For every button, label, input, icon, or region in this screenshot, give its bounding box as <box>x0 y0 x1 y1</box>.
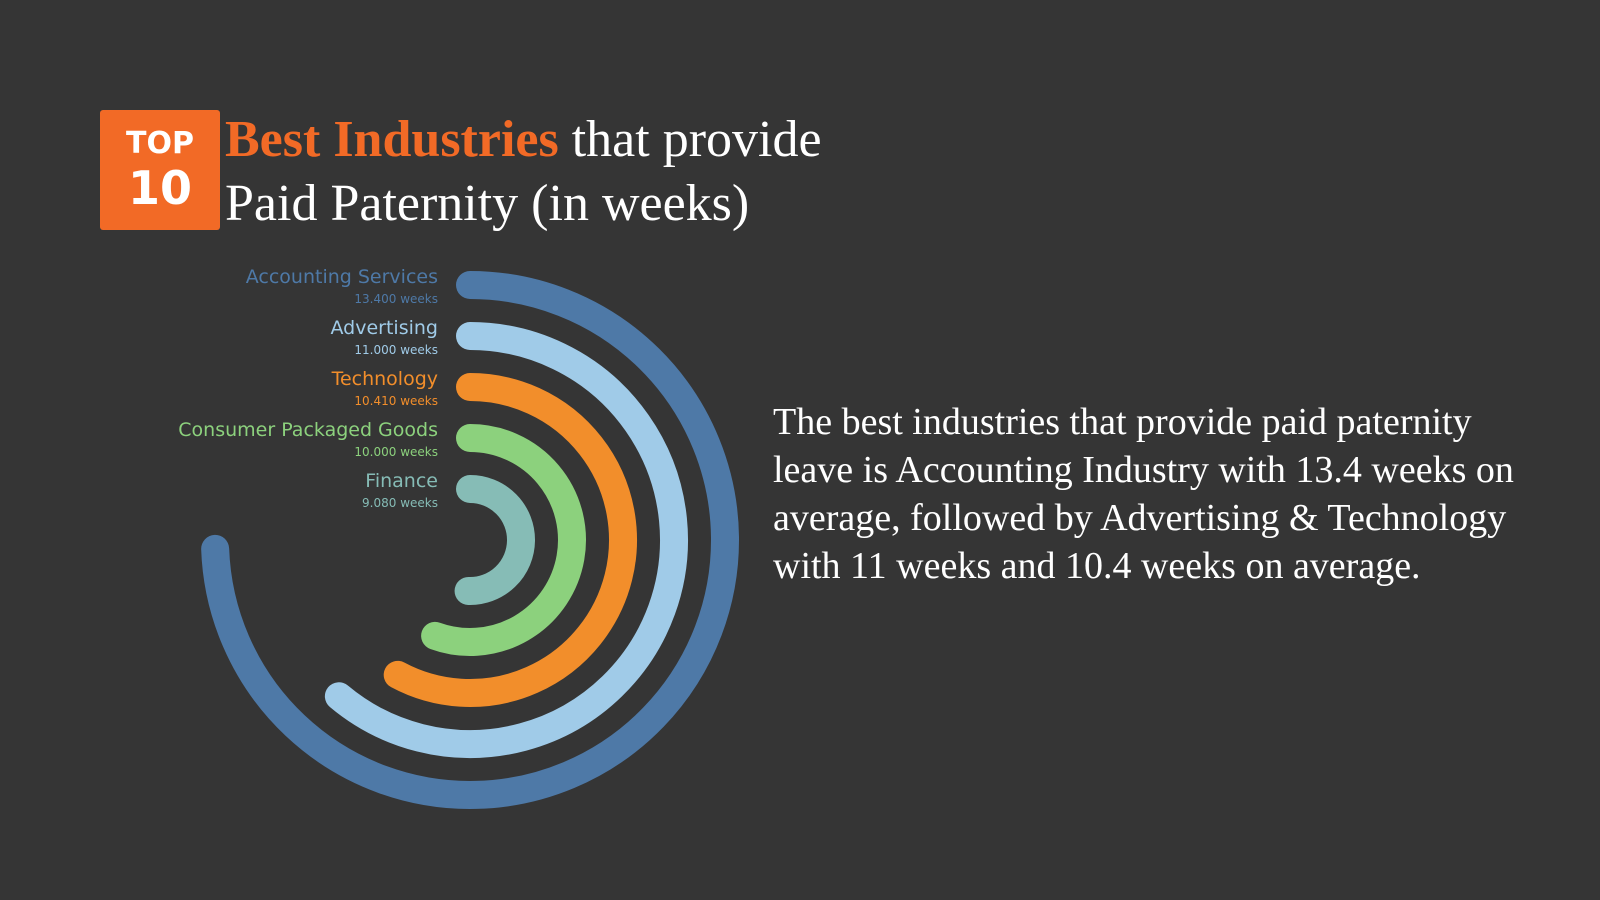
label-advertising: Advertising <box>331 317 438 339</box>
title-highlight: Best Industries <box>225 111 559 168</box>
arc-technology <box>383 373 637 707</box>
value-label-consumer-packaged-goods: 10.000 weeks <box>354 445 438 459</box>
top-10-badge: TOP 10 <box>100 110 220 230</box>
badge-number-text: 10 <box>127 161 192 215</box>
label-accounting-services: Accounting Services <box>246 266 438 288</box>
label-technology: Technology <box>331 368 438 390</box>
value-label-advertising: 11.000 weeks <box>354 343 438 357</box>
arc-consumer-packaged-goods <box>421 424 586 656</box>
arc-advertising <box>324 322 688 758</box>
badge-top-text: TOP <box>126 126 194 161</box>
page-title: Best Industries that provide Paid Patern… <box>225 108 822 236</box>
label-finance: Finance <box>365 470 438 492</box>
radial-bar-chart: Accounting Services 13.400 weeks Advertisi… <box>178 266 739 809</box>
label-consumer-packaged-goods: Consumer Packaged Goods <box>178 419 438 441</box>
title-line1-rest: that provide <box>558 111 822 168</box>
title-line2: Paid Paternity (in weeks) <box>225 175 750 232</box>
value-label-finance: 9.080 weeks <box>362 496 438 510</box>
value-label-accounting-services: 13.400 weeks <box>354 292 438 306</box>
arc-finance <box>454 475 535 605</box>
arc-accounting-services <box>201 271 739 809</box>
description-text: The best industries that provide paid pa… <box>773 401 1514 587</box>
value-label-technology: 10.410 weeks <box>354 394 438 408</box>
